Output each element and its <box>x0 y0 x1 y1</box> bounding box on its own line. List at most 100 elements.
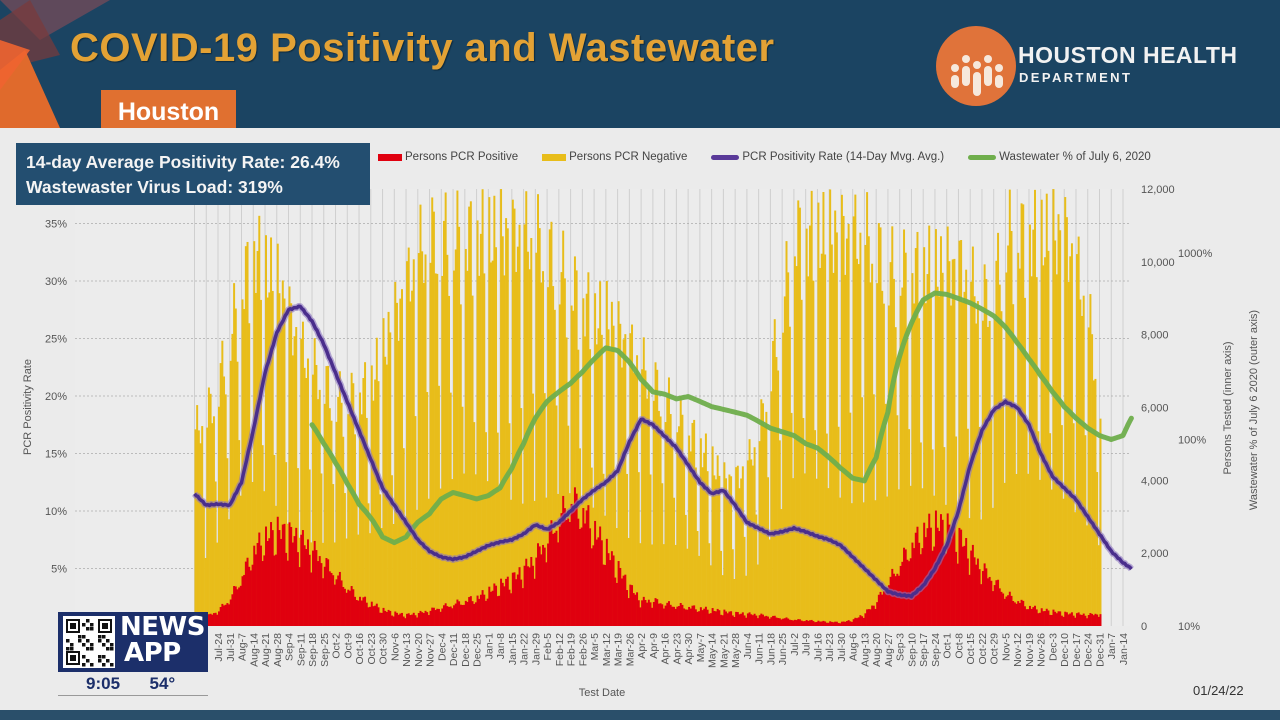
bar-positive <box>484 600 487 626</box>
bar-positive <box>300 534 303 626</box>
x-tick-label: May-21 <box>718 633 730 668</box>
bar-negative <box>718 475 721 626</box>
bar-negative <box>436 273 439 626</box>
bar-positive <box>683 608 686 626</box>
bar-positive <box>662 608 665 626</box>
chart-legend: Persons PCR Positive Persons PCR Negativ… <box>378 147 1175 167</box>
bar-positive <box>401 612 403 626</box>
bar-negative <box>661 483 664 626</box>
bar-negative <box>839 497 842 626</box>
x-tick-label: Feb-19 <box>566 633 578 666</box>
bar-negative <box>1002 399 1005 626</box>
bar-negative <box>642 337 645 626</box>
x-tick-label: Jun-18 <box>765 633 777 665</box>
bar-positive <box>1087 614 1090 626</box>
qr-code-icon[interactable] <box>63 616 115 668</box>
bar-positive <box>667 601 670 626</box>
bar-negative <box>374 379 377 626</box>
bar-negative <box>357 534 360 626</box>
bar-positive <box>778 618 781 626</box>
bar-positive <box>323 566 326 626</box>
bar-positive <box>496 596 499 626</box>
bar-positive <box>986 578 989 626</box>
bar-negative <box>731 549 734 626</box>
bar-positive <box>1094 613 1097 626</box>
bar-positive <box>221 603 224 626</box>
bar-positive <box>916 526 919 626</box>
bar-positive <box>622 575 625 626</box>
bar-positive <box>461 604 464 626</box>
bar-negative <box>605 281 608 626</box>
x-tick-label: Jul-16 <box>812 633 824 662</box>
bar-negative <box>842 215 845 627</box>
bar-negative <box>285 462 288 626</box>
bar-positive <box>837 622 840 626</box>
bar-negative <box>763 425 766 626</box>
bar-positive <box>738 614 741 626</box>
bar-negative <box>770 391 773 626</box>
bar-positive <box>244 561 247 626</box>
bar-positive <box>338 571 341 626</box>
bar-negative <box>743 536 746 626</box>
news-label: NEWS <box>120 612 205 642</box>
bar-negative <box>693 419 696 626</box>
bar-negative <box>495 247 498 627</box>
bar-negative <box>414 416 417 626</box>
bar-positive <box>500 578 503 626</box>
bar-positive <box>758 615 761 626</box>
bar-positive <box>1042 611 1045 626</box>
bar-negative <box>323 403 326 626</box>
bar-positive <box>636 592 639 626</box>
bar-negative <box>379 494 382 626</box>
qr-module <box>98 635 102 639</box>
x-tick-label: Dec-17 <box>1071 633 1083 667</box>
bar-positive <box>941 519 944 626</box>
news-app-badge[interactable]: NEWS APP <box>58 612 208 672</box>
bar-negative <box>454 249 457 626</box>
bar-negative <box>689 451 692 626</box>
bar-negative <box>1064 197 1067 626</box>
bar-positive <box>681 604 684 626</box>
bar-positive <box>468 597 471 626</box>
bottom-strip <box>0 710 1280 720</box>
bar-positive <box>1015 603 1018 626</box>
bar-negative <box>980 519 983 626</box>
bar-positive <box>1044 611 1047 626</box>
bar-negative <box>312 374 315 626</box>
bar-positive <box>312 550 315 626</box>
bar-negative <box>545 497 548 626</box>
bar-positive <box>726 613 729 626</box>
bar-negative <box>706 471 709 626</box>
bar-negative <box>1039 479 1042 626</box>
bar-positive <box>380 612 383 626</box>
bar-positive <box>253 545 256 626</box>
bar-positive <box>478 598 481 626</box>
bar-positive <box>387 609 390 626</box>
y-left-tick-label: 35% <box>45 219 67 231</box>
bar-negative <box>844 274 847 626</box>
bar-positive <box>898 575 900 626</box>
bar-positive <box>970 550 973 626</box>
bar-negative <box>644 370 647 626</box>
bar-positive <box>993 585 996 626</box>
bar-negative <box>795 266 798 626</box>
bar-negative <box>889 262 892 626</box>
bar-negative <box>1050 489 1053 626</box>
bar-positive <box>684 609 687 626</box>
bar-negative <box>469 201 472 627</box>
bar-positive <box>320 563 323 626</box>
x-tick-label: Nov-6 <box>389 633 401 661</box>
bar-positive <box>780 619 783 626</box>
bar-positive <box>955 551 958 626</box>
bar-negative <box>755 514 758 626</box>
x-tick-label: Jun-11 <box>754 633 766 664</box>
bar-positive <box>817 620 820 626</box>
bar-negative <box>673 497 675 626</box>
bar-negative <box>924 303 927 626</box>
x-tick-label: Dec-25 <box>472 633 484 667</box>
bar-positive <box>968 574 971 626</box>
bar-positive <box>936 527 939 626</box>
bar-positive <box>728 611 731 626</box>
bar-negative <box>803 473 806 626</box>
bar-positive <box>671 606 674 626</box>
